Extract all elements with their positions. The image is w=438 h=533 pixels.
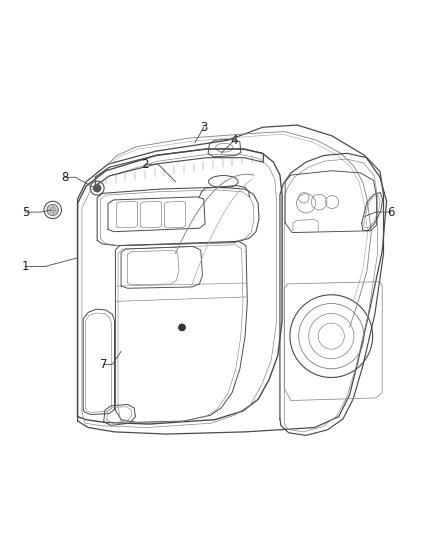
- Text: 2: 2: [141, 158, 149, 171]
- Text: 3: 3: [200, 121, 208, 134]
- Text: 8: 8: [61, 171, 68, 184]
- Circle shape: [93, 184, 101, 192]
- Text: 6: 6: [387, 206, 395, 219]
- Text: 4: 4: [230, 134, 238, 147]
- Circle shape: [179, 324, 185, 331]
- Text: 5: 5: [21, 206, 29, 219]
- Circle shape: [47, 204, 58, 215]
- Text: 1: 1: [21, 260, 29, 273]
- Text: 7: 7: [100, 358, 107, 371]
